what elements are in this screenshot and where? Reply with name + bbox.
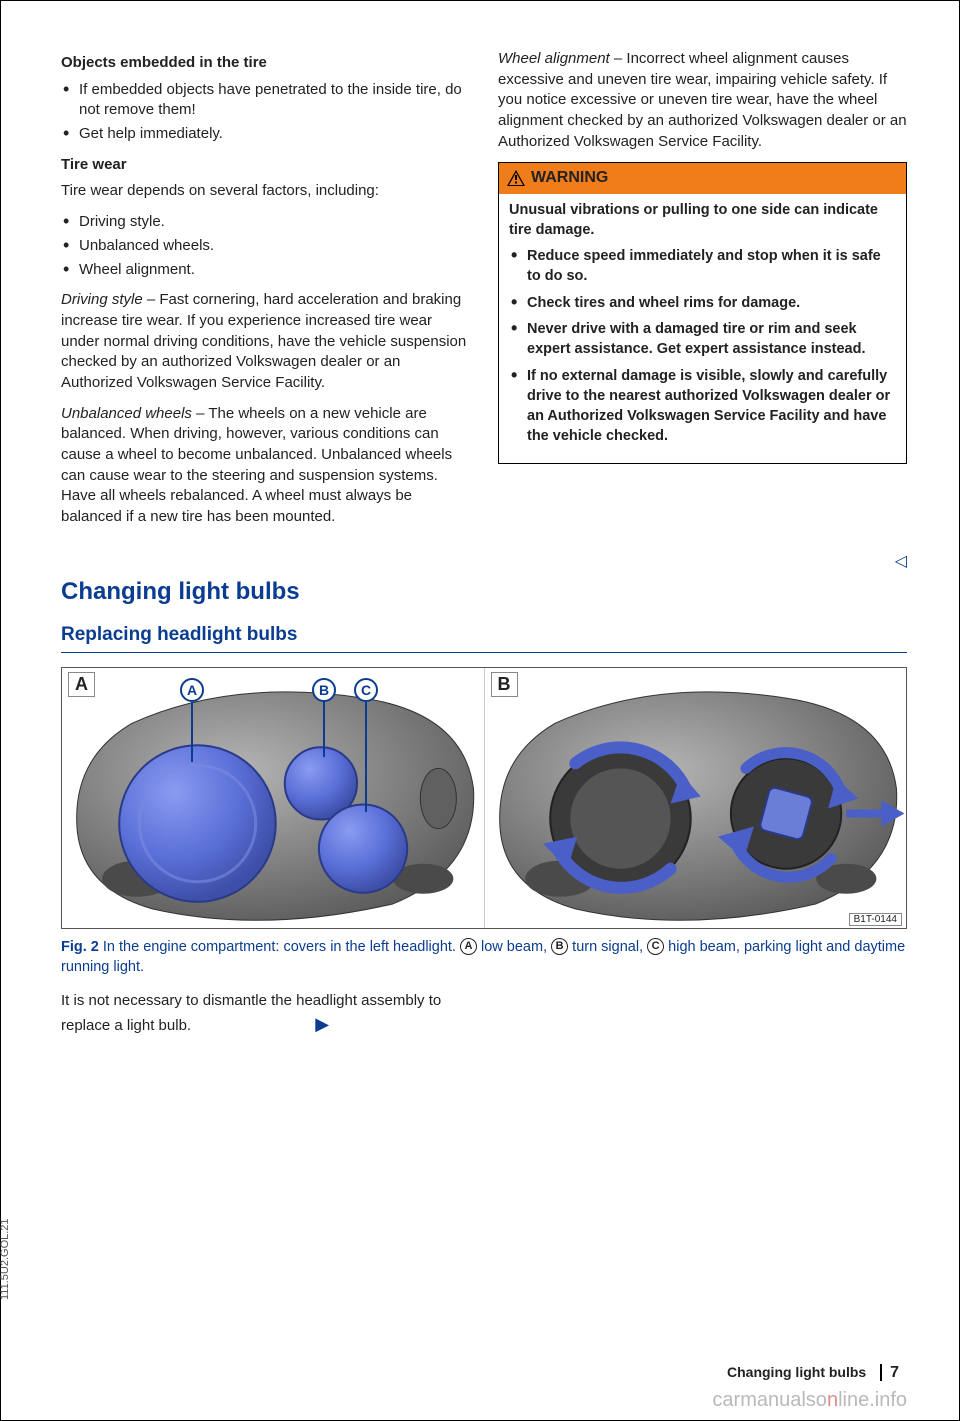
callout-a: A (180, 678, 204, 702)
callout-line (191, 702, 193, 762)
watermark: carmanualsonline.info (712, 1389, 907, 1412)
watermark-part: carmanualso (712, 1389, 827, 1411)
warning-header: WARNING (499, 163, 906, 193)
subsection-heading: Replacing headlight bulbs (61, 624, 907, 646)
bullet-list: If embedded objects have penetrated to t… (61, 80, 470, 145)
lead-term: Wheel alignment (498, 50, 610, 67)
figure-code: B1T-0144 (849, 913, 902, 926)
callout-ref-a: A (460, 938, 477, 955)
footer-page-number: 7 (880, 1364, 899, 1381)
headlight-rear-illustration (485, 668, 906, 929)
figure-2: A (61, 667, 907, 929)
continue-arrow-icon: ▶ (315, 1014, 329, 1034)
paragraph-wheel-alignment: Wheel alignment – Incorrect wheel alignm… (498, 49, 907, 152)
caption-text: In the engine compartment: covers in the… (99, 939, 460, 955)
warning-item: Check tires and wheel rims for damage. (509, 293, 896, 313)
right-column: Wheel alignment – Incorrect wheel alignm… (498, 49, 907, 538)
footer-section-title: Changing light bulbs (727, 1364, 866, 1380)
warning-box: WARNING Unusual vibrations or pulling to… (498, 162, 907, 463)
bullet-item: Unbalanced wheels. (61, 236, 470, 257)
warning-item: If no external damage is visible, slowly… (509, 366, 896, 447)
bullet-item: If embedded objects have penetrated to t… (61, 80, 470, 121)
callout-b: B (312, 678, 336, 702)
section-rule (61, 652, 907, 653)
paragraph: Tire wear depends on several factors, in… (61, 181, 470, 202)
section-heading: Changing light bulbs (61, 578, 907, 606)
figure-label: Fig. 2 (61, 939, 99, 955)
page-footer: Changing light bulbs 7 (61, 1364, 907, 1382)
figure-panel-a: A (62, 668, 484, 928)
paragraph-driving-style: Driving style – Fast cornering, hard acc… (61, 290, 470, 393)
warning-body: Unusual vibrations or pulling to one sid… (499, 194, 906, 463)
paragraph-unbalanced-wheels: Unbalanced wheels – The wheels on a new … (61, 404, 470, 528)
bullet-item: Get help immediately. (61, 124, 470, 145)
callout-line (365, 702, 367, 812)
warning-bullets: Reduce speed immediately and stop when i… (509, 246, 896, 447)
manual-page: 111.5U2.GOL.21 Objects embedded in the t… (0, 0, 960, 1421)
left-column: Objects embedded in the tire If embedded… (61, 49, 470, 538)
callout-ref-b: B (551, 938, 568, 955)
callout-ref-c: C (647, 938, 664, 955)
warning-intro: Unusual vibrations or pulling to one sid… (509, 200, 896, 241)
panel-letter: B (491, 672, 518, 697)
bullet-item: Driving style. (61, 212, 470, 233)
lead-term: Driving style (61, 291, 143, 308)
body-text: It is not necessary to dismantle the hea… (61, 992, 441, 1034)
warning-title: WARNING (531, 167, 608, 189)
paragraph: It is not necessary to dismantle the hea… (61, 991, 467, 1037)
watermark-part: n (827, 1389, 838, 1411)
side-reference-code: 111.5U2.GOL.21 (0, 1218, 11, 1300)
lead-term: Unbalanced wheels (61, 405, 192, 422)
panel-letter: A (68, 672, 95, 697)
body-text: – The wheels on a new vehicle are balanc… (61, 405, 452, 525)
figure-panel-b: B (484, 668, 907, 928)
callout-line (323, 702, 325, 757)
two-column-body: Objects embedded in the tire If embedded… (61, 49, 907, 538)
watermark-part: line.info (838, 1389, 907, 1411)
warning-item: Never drive with a damaged tire or rim a… (509, 319, 896, 360)
caption-text: turn signal, (568, 939, 647, 955)
callout-c: C (354, 678, 378, 702)
warning-triangle-icon (507, 170, 525, 186)
heading-tire-wear: Tire wear (61, 155, 470, 176)
bullet-item: Wheel alignment. (61, 260, 470, 281)
bullet-list: Driving style. Unbalanced wheels. Wheel … (61, 212, 470, 280)
heading-objects-embedded: Objects embedded in the tire (61, 53, 470, 74)
figure-panels: A (62, 668, 906, 928)
section-end-marker-icon: ◁ (895, 551, 907, 571)
caption-text: low beam, (477, 939, 551, 955)
headlight-front-illustration (62, 668, 483, 929)
warning-item: Reduce speed immediately and stop when i… (509, 246, 896, 287)
figure-caption: Fig. 2 In the engine compartment: covers… (61, 937, 907, 978)
